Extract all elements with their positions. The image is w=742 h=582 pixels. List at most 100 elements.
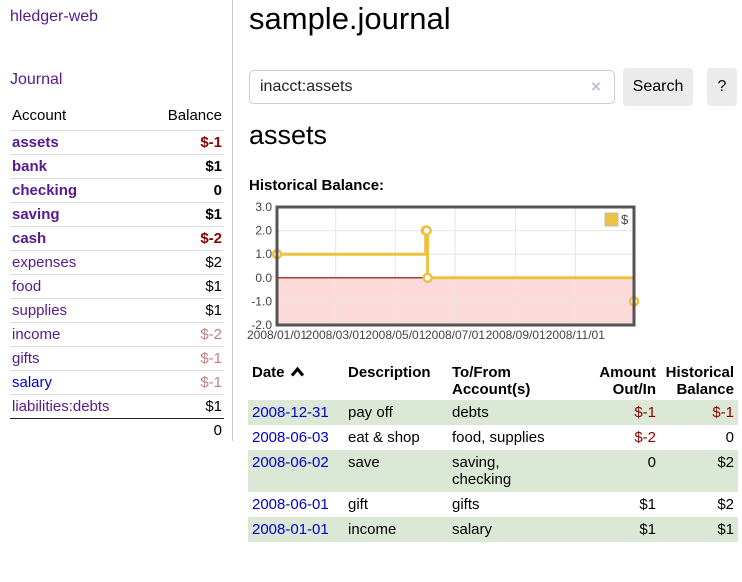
account-balance: $-1 <box>146 370 224 395</box>
account-balance: 0 <box>146 178 224 203</box>
transaction-accounts: saving, checking <box>452 454 512 488</box>
account-link[interactable]: gifts <box>12 350 40 367</box>
accounts-table: Account Balance assets $-1 bank $1 checking 0… <box>10 103 224 442</box>
sort-ascending-icon <box>290 364 305 381</box>
account-balance: $1 <box>146 298 224 323</box>
transaction-row: 2008-01-01 income salary $1 $1 <box>248 517 738 542</box>
transaction-description: income <box>348 521 397 538</box>
transaction-description: pay off <box>348 404 393 421</box>
transaction-row: 2008-06-01 gift gifts $1 $2 <box>248 492 738 517</box>
account-row: food $1 <box>10 274 224 299</box>
account-balance: $1 <box>146 202 224 227</box>
account-row: bank $1 <box>10 154 224 179</box>
account-link[interactable]: expenses <box>12 254 77 271</box>
account-link[interactable]: supplies <box>12 302 68 319</box>
svg-text:$: $ <box>621 212 629 227</box>
transaction-amount: $1 <box>639 521 656 538</box>
accounts-total-spacer <box>10 418 147 442</box>
transaction-accounts: gifts <box>452 496 480 513</box>
transaction-amount: $-2 <box>634 429 656 446</box>
register-table-body: 2008-12-31 pay off debts $-1 $-1 2008-06-03 ea… <box>248 400 738 542</box>
transaction-description: gift <box>348 496 369 513</box>
accounts-total-row: 0 <box>10 418 224 442</box>
transaction-date-link[interactable]: 2008-01-01 <box>252 521 329 538</box>
transaction-row: 2008-06-02 save saving, checking 0 $2 <box>248 450 738 492</box>
account-link[interactable]: saving <box>12 206 60 223</box>
svg-text:-1.0: -1.0 <box>251 294 272 308</box>
search-input[interactable] <box>249 70 615 104</box>
register-header-description: Description <box>348 364 431 381</box>
transaction-row: 2008-12-31 pay off debts $-1 $-1 <box>248 400 738 425</box>
account-row: gifts $-1 <box>10 346 224 371</box>
account-row: saving $1 <box>10 202 224 227</box>
transaction-amount: 0 <box>647 454 656 471</box>
account-link[interactable]: cash <box>12 230 47 247</box>
sidebar-item-journal[interactable]: Journal <box>10 71 63 88</box>
transaction-accounts: debts <box>452 404 489 421</box>
account-balance: $2 <box>146 250 224 275</box>
transaction-balance: $1 <box>717 521 734 538</box>
register-header-account: To/From Account(s) <box>452 364 531 398</box>
register-header-row: Date Description To/From Account(s) Amou… <box>248 362 738 400</box>
account-link[interactable]: salary <box>12 374 53 391</box>
svg-text:2008/01/01: 2008/01/01 <box>247 328 307 342</box>
account-link[interactable]: checking <box>12 182 78 199</box>
transaction-balance: $2 <box>717 496 734 513</box>
svg-text:2.0: 2.0 <box>255 224 272 238</box>
account-link[interactable]: income <box>12 326 61 343</box>
transaction-accounts: food, supplies <box>452 429 545 446</box>
transaction-date-link[interactable]: 2008-06-03 <box>252 429 329 446</box>
register-table: Date Description To/From Account(s) Amou… <box>248 362 738 542</box>
transaction-date-link[interactable]: 2008-12-31 <box>252 404 329 421</box>
account-link[interactable]: liabilities:debts <box>12 398 110 415</box>
account-heading: assets <box>249 120 328 150</box>
account-row: salary $-1 <box>10 370 224 395</box>
svg-text:2008/09/01: 2008/09/01 <box>486 328 546 342</box>
account-balance: $-2 <box>146 226 224 251</box>
transaction-balance: $-1 <box>712 404 734 421</box>
page-title: sample.journal <box>249 1 451 36</box>
account-row: supplies $1 <box>10 298 224 323</box>
account-balance: $1 <box>146 154 224 179</box>
transaction-amount: $1 <box>639 496 656 513</box>
transaction-date-link[interactable]: 2008-06-01 <box>252 496 329 513</box>
account-link[interactable]: assets <box>12 134 59 151</box>
app-brand-link[interactable]: hledger-web <box>10 8 99 25</box>
svg-text:0.0: 0.0 <box>255 271 272 285</box>
account-row: checking 0 <box>10 178 224 203</box>
account-link[interactable]: food <box>12 278 42 295</box>
register-header-amount: Amount Out/In <box>599 364 656 398</box>
account-balance: $-1 <box>146 130 224 155</box>
account-row: income $-2 <box>10 322 224 347</box>
transaction-description: save <box>348 454 380 471</box>
account-balance: $1 <box>146 274 224 299</box>
search-form: × Search ? <box>249 68 737 106</box>
chart-title: Historical Balance: <box>249 177 385 194</box>
svg-text:-2.0: -2.0 <box>251 318 272 332</box>
transaction-row: 2008-06-03 eat & shop food, supplies $-2 0 <box>248 425 738 450</box>
transaction-description: eat & shop <box>348 429 420 446</box>
clear-search-icon[interactable]: × <box>591 77 601 96</box>
account-link[interactable]: bank <box>12 158 48 175</box>
transaction-balance: 0 <box>725 429 734 446</box>
svg-text:2008/03/01: 2008/03/01 <box>306 328 366 342</box>
help-button[interactable]: ? <box>707 68 737 106</box>
transaction-date-link[interactable]: 2008-06-02 <box>252 454 329 471</box>
svg-text:2008/05/01: 2008/05/01 <box>365 328 425 342</box>
accounts-table-body: assets $-1 bank $1 checking 0 saving $1 cash $-2 e… <box>10 130 224 419</box>
accounts-header-row: Account Balance <box>10 103 224 131</box>
account-row: cash $-2 <box>10 226 224 251</box>
search-button[interactable]: Search <box>623 68 693 106</box>
svg-text:1.0: 1.0 <box>255 247 272 261</box>
sidebar-divider <box>232 0 233 441</box>
svg-text:2008/11/01: 2008/11/01 <box>546 328 605 342</box>
account-balance: $-2 <box>146 322 224 347</box>
transaction-amount: $-1 <box>634 404 656 421</box>
transaction-accounts: salary <box>452 521 493 538</box>
account-row: expenses $2 <box>10 250 224 275</box>
account-balance: $1 <box>146 394 224 419</box>
account-balance: $-1 <box>146 346 224 371</box>
svg-text:2008/07/01: 2008/07/01 <box>425 328 485 342</box>
accounts-header-balance: Balance <box>167 107 222 124</box>
register-header-date[interactable]: Date <box>248 362 344 400</box>
